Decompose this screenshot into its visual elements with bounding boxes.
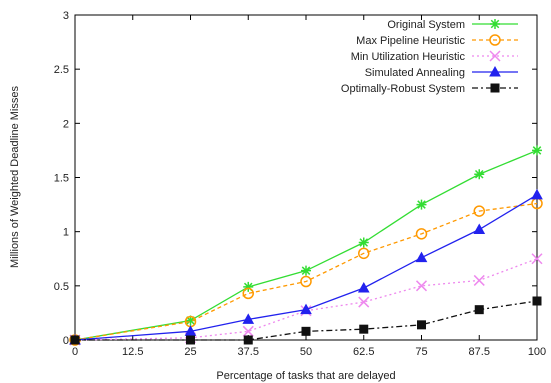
data-point <box>358 237 369 248</box>
data-point <box>532 145 542 156</box>
data-point <box>301 265 311 276</box>
y-tick-label: 1.5 <box>54 173 69 185</box>
data-point <box>531 253 543 265</box>
y-axis-label: Millions of Weighted Deadline Misses <box>9 86 21 268</box>
data-point <box>473 205 485 217</box>
cross-marker <box>489 50 501 62</box>
x-tick-label: 12.5 <box>122 346 143 358</box>
x-axis-label: Percentage of tasks that are delayed <box>216 370 395 382</box>
data-point <box>417 320 426 330</box>
legend-label: Original System <box>387 19 465 31</box>
series-group <box>69 145 543 346</box>
series-line <box>74 258 538 341</box>
data-point <box>359 324 369 334</box>
series-line <box>75 300 538 341</box>
legend-label: Optimally-Robust System <box>341 83 465 95</box>
x-tick-label: 75 <box>415 346 427 358</box>
data-point <box>357 281 370 293</box>
x-tick-label: 87.5 <box>469 346 490 358</box>
data-point <box>242 287 254 300</box>
y-tick-label: 0.5 <box>54 281 69 293</box>
legend-item: Simulated Annealing <box>365 65 518 79</box>
data-point <box>358 296 370 308</box>
data-point <box>185 315 196 326</box>
legend-label: Simulated Annealing <box>365 67 465 79</box>
y-tick-label: 1 <box>63 227 69 239</box>
series-line <box>74 194 538 341</box>
data-point <box>415 251 428 263</box>
legend-item: Original System <box>387 19 518 31</box>
data-point <box>184 325 197 336</box>
data-point <box>243 281 254 292</box>
legend-item: Max Pipeline Heuristic <box>356 34 518 47</box>
legend-label: Min Utilization Heuristic <box>351 51 466 63</box>
star-marker <box>490 19 500 29</box>
data-point <box>301 326 311 336</box>
plot-frame <box>74 14 538 341</box>
data-point <box>474 169 485 180</box>
y-tick-label: 0 <box>63 335 69 347</box>
y-tick-label: 2 <box>63 118 69 130</box>
x-tick-label: 50 <box>300 346 312 358</box>
y-tick-label: 3 <box>63 10 69 22</box>
data-point <box>415 228 428 240</box>
data-point <box>70 335 80 345</box>
data-point <box>473 274 485 286</box>
legend-label: Max Pipeline Heuristic <box>356 35 465 47</box>
x-tick-label: 37.5 <box>238 346 259 358</box>
series-optimally-robust-system <box>70 296 542 345</box>
y-tick-label: 2.5 <box>54 64 69 76</box>
data-point <box>242 325 254 337</box>
legend: Original System Max Pipeline Heuristic Min… <box>341 19 518 95</box>
triangle-marker <box>489 65 501 77</box>
x-tick-label: 62.5 <box>353 346 374 358</box>
data-point <box>532 296 542 306</box>
data-point <box>415 280 428 292</box>
legend-item: Optimally-Robust System <box>341 83 518 95</box>
data-point <box>474 305 484 315</box>
data-point <box>186 335 195 345</box>
data-point <box>531 188 543 200</box>
square-marker <box>490 83 500 93</box>
series-original-system <box>70 145 542 345</box>
series-simulated-annealing <box>69 188 543 345</box>
legend-item: Min Utilization Heuristic <box>351 50 518 63</box>
x-tick-label: 100 <box>528 346 546 358</box>
circle-marker <box>489 34 501 46</box>
x-tick-label: 25 <box>184 346 196 358</box>
series-line <box>74 202 538 341</box>
data-point <box>300 303 312 315</box>
series-line <box>74 149 538 341</box>
data-point <box>358 247 370 260</box>
x-tick-label: 0 <box>72 346 78 358</box>
data-point <box>473 223 486 234</box>
data-point <box>416 199 427 210</box>
data-point <box>300 275 312 288</box>
data-point <box>242 313 255 324</box>
data-point <box>243 335 253 345</box>
axes: 0 12.5 25 37.5 50 62.5 75 87.5 100 0 0.5 1 1.5 2 2.5 3 <box>54 10 546 358</box>
